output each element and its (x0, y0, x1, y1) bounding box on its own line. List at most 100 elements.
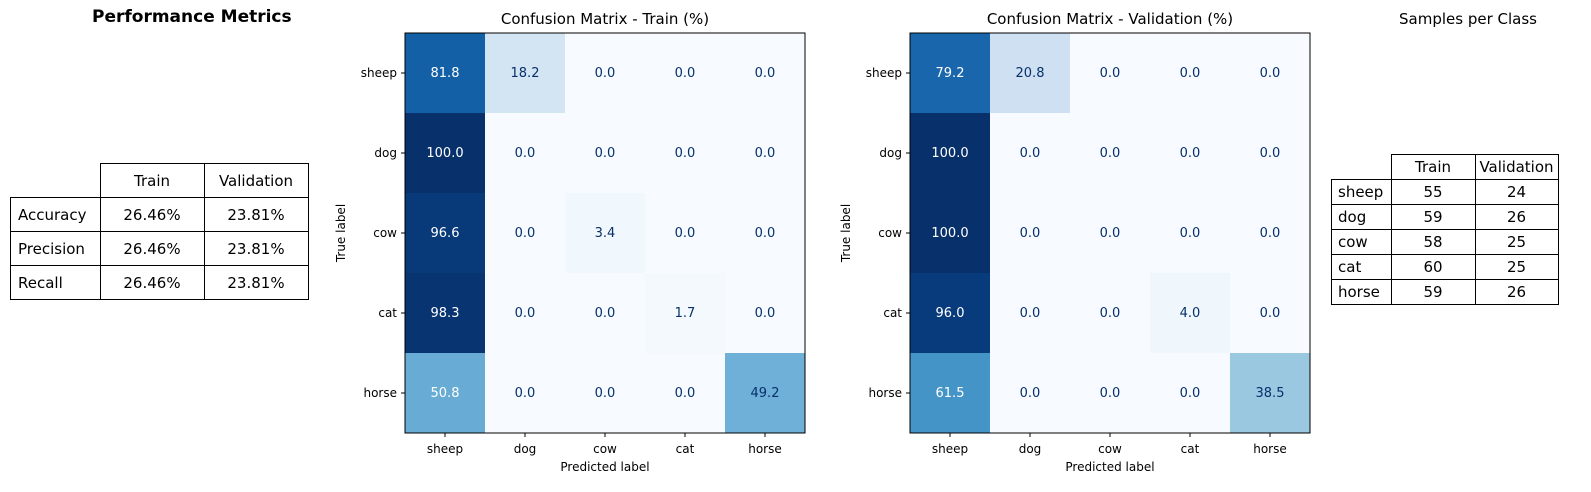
cell-value-label: 0.0 (1020, 306, 1041, 321)
heatmap-cell (485, 273, 565, 353)
heatmap-cell (725, 33, 805, 113)
heatmap-cell (485, 33, 565, 113)
x-tick-label: cow (1098, 442, 1122, 456)
x-tick-label: sheep (932, 442, 968, 456)
samples-cell: 25 (1474, 229, 1559, 255)
cell-value-label: 0.0 (1180, 146, 1201, 161)
samples-row-label: cat (1331, 254, 1392, 280)
heatmap-cell (485, 353, 565, 433)
heatmap-cell (1230, 353, 1310, 433)
metrics-cell: 26.46% (99, 265, 205, 300)
cell-value-label: 96.6 (431, 226, 460, 241)
samples-row: cat 60 25 (1331, 254, 1559, 280)
cell-value-label: 0.0 (1020, 146, 1041, 161)
metrics-header-row: Train Validation (11, 163, 309, 198)
cell-value-label: 81.8 (431, 66, 460, 81)
y-tick-label: horse (868, 386, 902, 400)
heatmap-cell (485, 113, 565, 193)
samples-corner-cell (1332, 155, 1392, 180)
cell-value-label: 0.0 (1100, 306, 1121, 321)
samples-row-label: sheep (1331, 179, 1392, 205)
heatmap-cell (1150, 353, 1230, 433)
y-tick-label: sheep (361, 66, 397, 80)
x-tick-label: cat (676, 442, 695, 456)
cell-value-label: 0.0 (1260, 66, 1281, 81)
heatmap-cell (1150, 273, 1230, 353)
samples-header-row: Train Validation (1332, 154, 1559, 180)
heatmap-cell (565, 33, 645, 113)
cell-value-label: 20.8 (1016, 66, 1045, 81)
y-axis-label: True label (334, 204, 348, 263)
heatmap-cell (725, 193, 805, 273)
heatmap-cell (1230, 193, 1310, 273)
cell-value-label: 0.0 (755, 306, 776, 321)
cell-value-label: 0.0 (595, 66, 616, 81)
x-tick-label: sheep (427, 442, 463, 456)
x-tick-label: horse (748, 442, 782, 456)
y-tick-label: cow (878, 226, 902, 240)
heatmap-cell (990, 193, 1070, 273)
heatmap-cell (990, 33, 1070, 113)
samples-row-label: dog (1331, 204, 1392, 230)
cell-value-label: 0.0 (1260, 226, 1281, 241)
cell-value-label: 61.5 (936, 386, 965, 401)
heatmap-cell (990, 353, 1070, 433)
samples-cell: 26 (1474, 204, 1559, 230)
heatmap-cell (405, 113, 485, 193)
cell-value-label: 0.0 (675, 66, 696, 81)
metrics-cell: 26.46% (99, 231, 205, 266)
heatmap-cell (1150, 33, 1230, 113)
metrics-row: Accuracy 26.46% 23.81% (10, 197, 309, 232)
cell-value-label: 38.5 (1256, 386, 1285, 401)
cell-value-label: 0.0 (515, 146, 536, 161)
cell-value-label: 0.0 (1100, 226, 1121, 241)
heatmap-cell (565, 353, 645, 433)
y-tick-label: sheep (866, 66, 902, 80)
samples-row-label: cow (1331, 229, 1392, 255)
heatmap-cell (990, 273, 1070, 353)
heatmap-cell (910, 33, 990, 113)
heatmap-cell (485, 193, 565, 273)
samples-cell: 59 (1390, 204, 1476, 230)
heatmap-cell (405, 33, 485, 113)
heatmap-cell (645, 193, 725, 273)
cell-value-label: 0.0 (675, 386, 696, 401)
cell-value-label: 0.0 (595, 306, 616, 321)
cell-value-label: 0.0 (515, 386, 536, 401)
samples-cell: 24 (1474, 179, 1559, 205)
metrics-cell: 26.46% (99, 197, 205, 232)
metrics-table: Train Validation Accuracy 26.46% 23.81% … (10, 163, 309, 300)
metrics-col-header: Validation (203, 163, 309, 198)
cell-value-label: 0.0 (515, 226, 536, 241)
metrics-col-header: Train (99, 163, 205, 198)
cell-value-label: 0.0 (755, 146, 776, 161)
heatmap-cell (725, 273, 805, 353)
metrics-row-label: Recall (10, 265, 101, 300)
cell-value-label: 0.0 (1180, 66, 1201, 81)
cell-value-label: 0.0 (1260, 306, 1281, 321)
x-tick-label: cat (1181, 442, 1200, 456)
samples-cell: 58 (1390, 229, 1476, 255)
samples-row: cow 58 25 (1331, 229, 1559, 255)
y-axis-label: True label (839, 204, 853, 263)
heatmap-cell (910, 353, 990, 433)
heatmap-cell (1070, 113, 1150, 193)
samples-col-header: Train (1390, 154, 1476, 180)
cell-value-label: 0.0 (1260, 146, 1281, 161)
cell-value-label: 100.0 (931, 226, 968, 241)
samples-cell: 59 (1390, 279, 1476, 305)
samples-col-header: Validation (1474, 154, 1559, 180)
metrics-row: Recall 26.46% 23.81% (10, 265, 309, 300)
heatmap-cell (725, 113, 805, 193)
cell-value-label: 0.0 (1180, 386, 1201, 401)
y-tick-label: cat (378, 306, 397, 320)
y-tick-label: horse (363, 386, 397, 400)
y-tick-label: dog (879, 146, 902, 160)
heatmap-cell (645, 273, 725, 353)
heatmap-cell (1150, 113, 1230, 193)
heatmap-cell (1070, 193, 1150, 273)
metrics-row: Precision 26.46% 23.81% (10, 231, 309, 266)
cell-value-label: 0.0 (595, 386, 616, 401)
chart-title: Confusion Matrix - Validation (%) (987, 10, 1233, 28)
y-tick-label: cow (373, 226, 397, 240)
